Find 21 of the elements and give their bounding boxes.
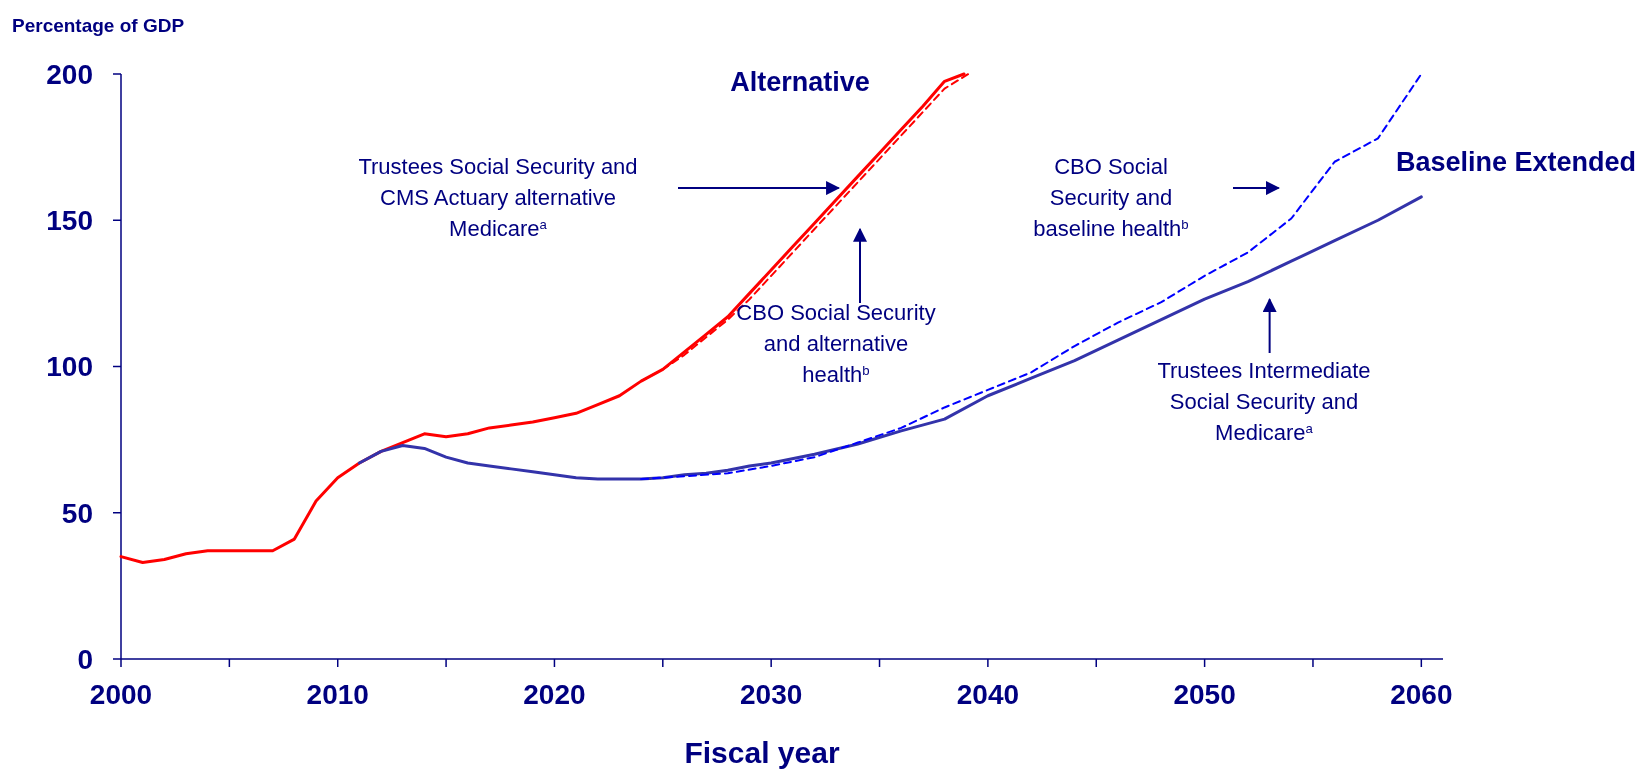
y-tick-label: 50 <box>61 497 93 529</box>
annotation: CBO Social Security and alternative health$^{b}$ <box>736 300 936 387</box>
x-tick-label: 2020 <box>523 679 586 710</box>
annotation: Alternative <box>730 67 870 97</box>
y-tick-label: 150 <box>46 205 93 237</box>
annotation: CBO Social Security and baseline health$^{b}$ <box>1033 154 1189 241</box>
annotation: Trustees Intermediate Social Security and Medicare$^{a}$ <box>1157 358 1371 445</box>
x-tick-label: 2050 <box>1173 679 1236 710</box>
x-axis-title: Fiscal year <box>684 736 840 769</box>
annotation: Trustees Social Security and CMS Actuary alternative Medicare$^{a}$ <box>358 154 638 241</box>
y-tick-label: 0 <box>77 643 93 675</box>
x-tick-label: 2010 <box>306 679 369 710</box>
annotation: Baseline Extended <box>1395 147 1636 177</box>
x-tick-label: 2030 <box>740 679 803 710</box>
x-tick-label: 2060 <box>1390 679 1453 710</box>
x-tick-label: 2040 <box>956 679 1020 710</box>
y-tick-label: 100 <box>46 351 93 383</box>
y-axis-title: Percentage of GDP <box>12 15 185 36</box>
y-tick-label: 200 <box>46 58 93 90</box>
line-series <box>119 72 966 564</box>
x-tick-label: 2000 <box>89 679 153 710</box>
